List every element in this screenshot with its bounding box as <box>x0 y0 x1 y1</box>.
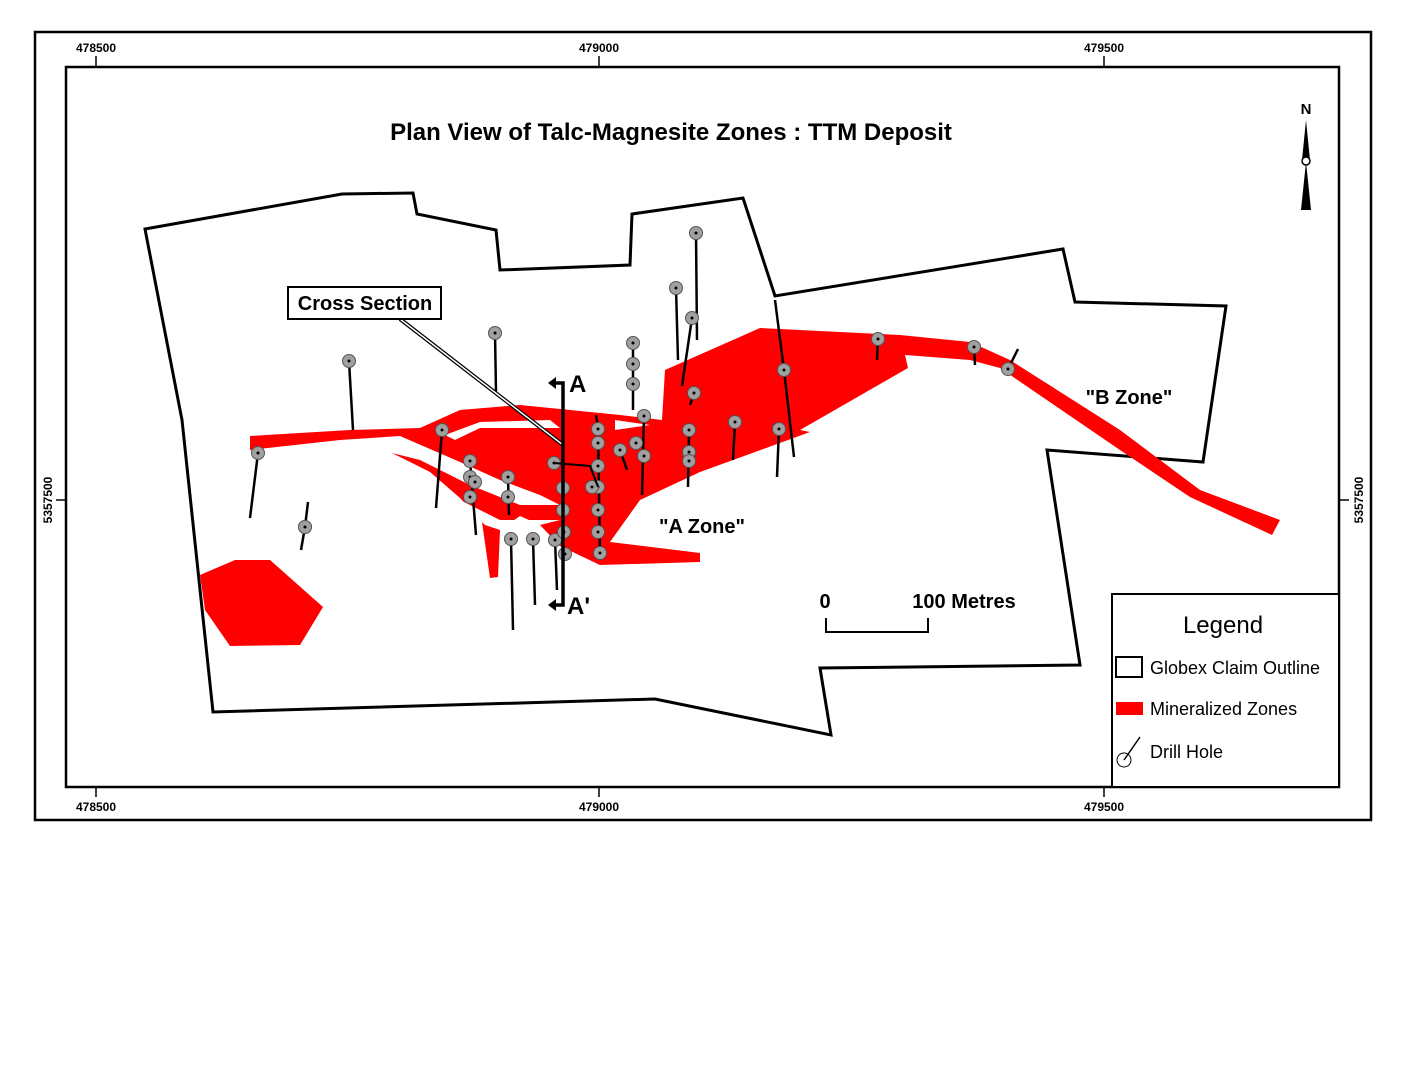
drill-hole-center <box>493 331 497 335</box>
drill-hole-center <box>303 525 307 529</box>
drill-hole-trace <box>434 429 444 509</box>
legend-item-outline: Globex Claim Outline <box>1150 658 1320 678</box>
grid-label-bottom-2: 479000 <box>579 800 619 814</box>
drill-hole-center <box>468 495 472 499</box>
drill-hole-trace <box>674 287 680 361</box>
drill-hole-center <box>876 337 880 341</box>
drill-hole-trace <box>509 538 515 631</box>
drill-hole-center <box>596 508 600 512</box>
drill-hole-trace <box>782 369 796 458</box>
cross-section-label-box <box>287 286 442 320</box>
drill-hole-center <box>553 538 557 542</box>
north-label: N <box>1301 101 1312 118</box>
drill-hole-center <box>642 454 646 458</box>
drill-hole-center <box>631 382 635 386</box>
drill-hole-trace <box>773 299 786 371</box>
drill-hole-center <box>631 341 635 345</box>
drill-hole-center <box>642 414 646 418</box>
outer-frame <box>33 30 1373 822</box>
legend-title: Legend <box>1183 612 1263 639</box>
drill-hole-trace <box>553 539 559 591</box>
drill-holes <box>248 226 1020 631</box>
zone-gaps <box>340 420 770 530</box>
drill-hole-center <box>598 551 602 555</box>
scale-start-label: 0 <box>819 591 830 613</box>
drill-hole-center <box>506 495 510 499</box>
a-zone-label: "A Zone" <box>659 516 745 538</box>
drill-hole-center <box>590 485 594 489</box>
drill-hole-center <box>687 459 691 463</box>
drill-hole-trace <box>248 452 260 519</box>
map-title: Plan View of Talc-Magnesite Zones : TTM … <box>390 119 952 146</box>
drill-hole-center <box>596 464 600 468</box>
scale-bar: 0 100 Metres <box>819 591 1016 633</box>
drill-hole-center <box>631 362 635 366</box>
drill-hole-center <box>440 428 444 432</box>
legend-item-mineralized: Mineralized Zones <box>1150 699 1297 719</box>
drill-hole-center <box>468 459 472 463</box>
drill-hole-center <box>347 359 351 363</box>
drill-hole-trace <box>493 332 498 393</box>
drill-hole-center <box>777 427 781 431</box>
drill-hole-center <box>1006 367 1010 371</box>
drill-hole-center <box>687 428 691 432</box>
cross-section-leader <box>398 317 599 488</box>
drill-hole-icon <box>1116 736 1141 768</box>
drill-hole-trace <box>680 317 694 387</box>
drill-hole-center <box>690 316 694 320</box>
section-line <box>550 381 565 607</box>
legend-outline-swatch <box>1115 656 1143 678</box>
drill-hole-trace <box>347 360 355 431</box>
drill-hole-center <box>256 451 260 455</box>
section-label-a-prime: A' <box>567 593 590 620</box>
north-arrow-icon <box>1302 120 1310 160</box>
grid-label-top-2: 479000 <box>579 41 619 55</box>
drill-hole-trace <box>775 428 781 478</box>
grid-label-top-1: 478500 <box>76 41 116 55</box>
mineralized-zone-west <box>200 560 323 646</box>
mineralized-zone-a-b <box>250 328 1280 578</box>
drill-hole-center <box>509 537 513 541</box>
grid-label-bottom-3: 479500 <box>1084 800 1124 814</box>
grid-label-right: 5357500 <box>1352 476 1366 523</box>
drill-hole-trace <box>694 232 699 341</box>
drill-hole-center <box>473 480 477 484</box>
drill-hole-center <box>972 345 976 349</box>
legend-fill-swatch <box>1116 702 1143 715</box>
inner-frame <box>64 65 1341 789</box>
cross-section-label: Cross Section <box>298 293 432 315</box>
drill-hole-center <box>692 391 696 395</box>
scale-end-label: 100 Metres <box>912 591 1015 613</box>
grid-label-bottom-1: 478500 <box>76 800 116 814</box>
legend-item-drill-hole: Drill Hole <box>1150 742 1223 762</box>
drill-hole-center <box>506 475 510 479</box>
drill-hole-trace <box>531 538 537 606</box>
drill-hole-center <box>634 441 638 445</box>
drill-hole-center <box>674 286 678 290</box>
drill-hole-center <box>596 530 600 534</box>
section-label-a: A <box>569 371 586 398</box>
drill-hole-center <box>596 441 600 445</box>
drill-hole-center <box>618 448 622 452</box>
drill-hole-center <box>596 427 600 431</box>
north-arrow: N <box>1301 101 1312 210</box>
b-zone-label: "B Zone" <box>1086 387 1173 409</box>
legend: Legend Globex Claim Outline Mineralized … <box>1111 593 1340 788</box>
drill-hole-center <box>694 231 698 235</box>
drill-hole-center <box>782 368 786 372</box>
mineralized-zones <box>200 328 1280 646</box>
grid-ticks <box>56 56 1349 797</box>
drill-hole-center <box>531 537 535 541</box>
grid-label-left: 5357500 <box>41 476 55 523</box>
drill-hole-center <box>733 420 737 424</box>
drill-hole-center <box>687 450 691 454</box>
grid-label-top-3: 479500 <box>1084 41 1124 55</box>
